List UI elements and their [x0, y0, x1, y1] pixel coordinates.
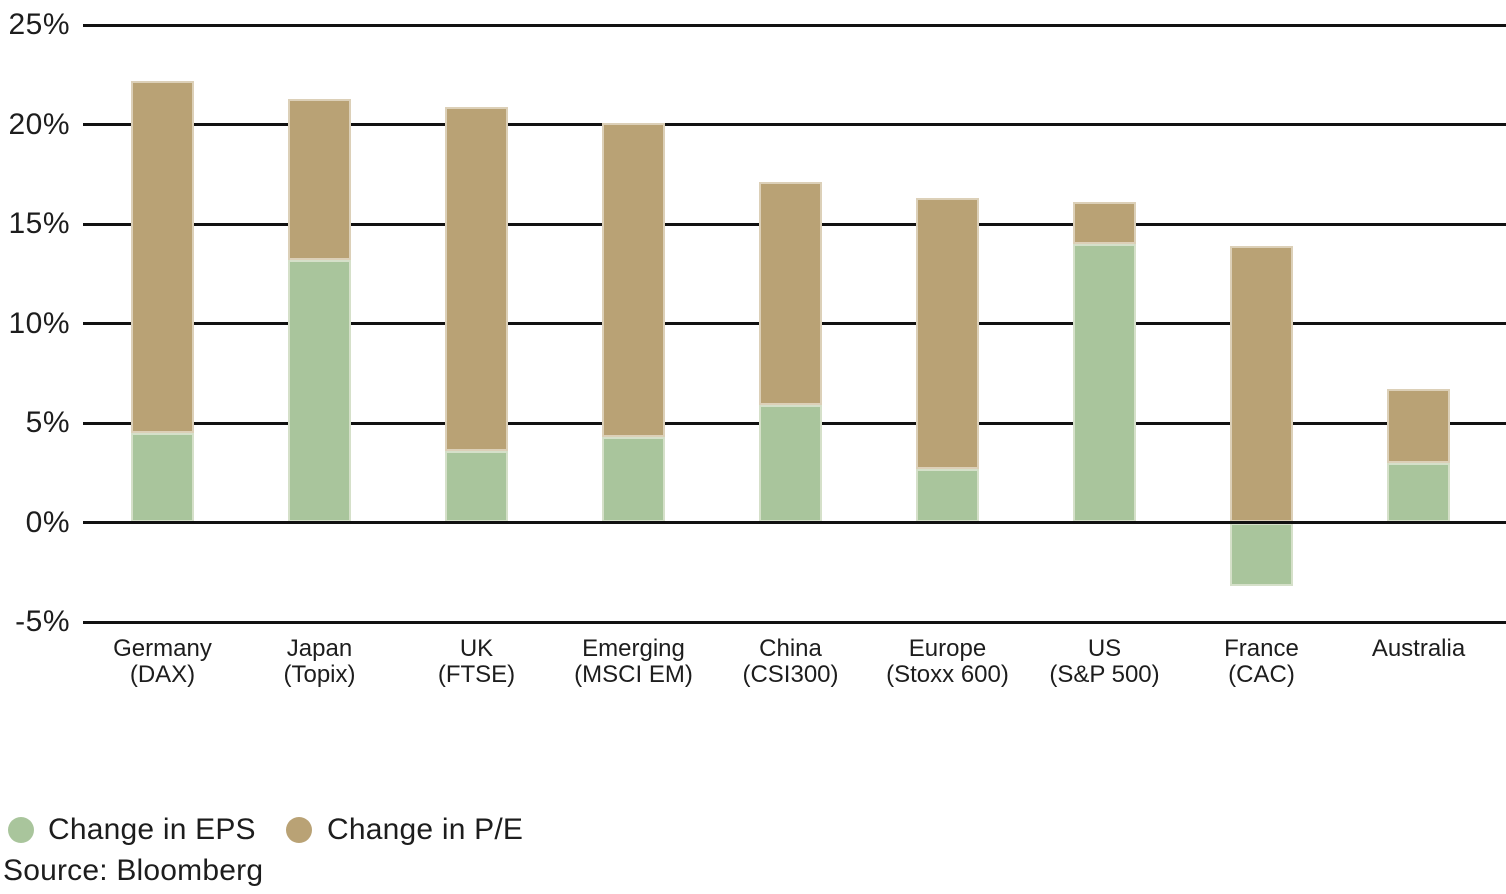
bar-segment-eps-china	[759, 405, 822, 523]
bar-segment-eps-japan	[288, 259, 351, 523]
bar-segment-pe-europe	[916, 198, 979, 469]
bar-segment-eps-australia	[1387, 462, 1450, 523]
x-category-label: UK (FTSE)	[437, 635, 516, 688]
bar-segment-pe-france	[1230, 245, 1293, 523]
y-tick-label: 15%	[8, 207, 70, 240]
bar-segment-eps-emerging	[602, 436, 665, 523]
bar-segment-pe-japan	[288, 98, 351, 260]
gridline	[83, 23, 1506, 27]
bar-segment-eps-uk	[445, 450, 508, 523]
x-category-label: US (S&P 500)	[1049, 635, 1160, 688]
source-note: Source: Bloomberg	[3, 854, 264, 887]
x-category-label: Japan (Topix)	[283, 635, 356, 688]
bar-segment-eps-france	[1230, 522, 1293, 587]
x-category-label: Europe (Stoxx 600)	[886, 635, 1009, 688]
x-category-label: France (CAC)	[1224, 635, 1299, 688]
y-tick-label: 25%	[8, 8, 70, 41]
legend-label-pe: Change in P/E	[327, 813, 524, 846]
legend-swatch-eps	[8, 817, 34, 843]
zero-axis-line	[83, 521, 1506, 524]
y-tick-label: 10%	[8, 306, 70, 340]
gridline	[83, 620, 1506, 624]
x-category-label: Germany (DAX)	[113, 635, 212, 688]
x-category-label: China (CSI300)	[742, 635, 839, 688]
bar-segment-pe-us	[1073, 202, 1136, 244]
bar-segment-eps-us	[1073, 243, 1136, 523]
legend-swatch-pe	[286, 817, 312, 843]
y-tick-label: 20%	[8, 107, 70, 141]
bar-segment-pe-emerging	[602, 122, 665, 437]
x-category-label: Emerging (MSCI EM)	[574, 635, 693, 688]
bar-segment-pe-uk	[445, 106, 508, 451]
bar-segment-pe-china	[759, 182, 822, 406]
x-category-label: Australia	[1371, 635, 1466, 662]
y-tick-label: -5%	[15, 605, 70, 638]
y-tick-label: 0%	[25, 505, 70, 539]
bar-segment-eps-germany	[131, 432, 194, 523]
y-tick-label: 5%	[25, 406, 70, 439]
bar-segment-eps-europe	[916, 468, 979, 523]
legend-label-eps: Change in EPS	[48, 813, 256, 846]
gridline	[83, 123, 1506, 126]
bar-segment-pe-australia	[1387, 389, 1450, 463]
bar-segment-pe-germany	[131, 80, 194, 433]
